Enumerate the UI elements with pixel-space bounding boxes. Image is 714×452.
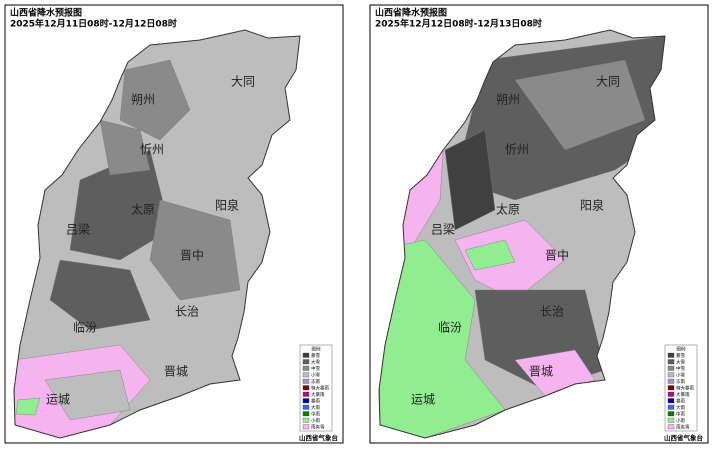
- city-label: 临汾: [438, 321, 462, 335]
- legend-swatch: [302, 372, 310, 378]
- legend-label: 大雨: [676, 404, 685, 411]
- footer: 山西省气象台: [299, 433, 339, 442]
- city-label: 吕梁: [66, 222, 90, 237]
- legend-swatch: [302, 365, 310, 371]
- legend-label: 大雪: [676, 359, 685, 366]
- city-label: 忻州: [140, 143, 164, 157]
- legend-label: 小雨: [311, 417, 320, 424]
- legend-label: 暴雨: [676, 399, 685, 405]
- legend-label: 中雪: [676, 365, 685, 372]
- legend-label: 暴雨: [311, 399, 320, 405]
- legend-label: 雨夹雪: [311, 424, 325, 431]
- legend-swatch: [302, 404, 310, 410]
- legend-swatch: [302, 352, 310, 358]
- legend-swatch: [667, 417, 675, 423]
- legend-label: 大雪: [311, 359, 320, 366]
- legend-label: 暴雪: [311, 353, 320, 359]
- precip-areas: [14, 59, 241, 438]
- legend-label: 中雪: [311, 365, 320, 372]
- legend-label: 暴雪: [676, 353, 685, 359]
- legend-label: 特大暴雨: [676, 385, 694, 392]
- legend-swatch: [302, 411, 310, 417]
- legend-label: 大雨: [311, 404, 320, 411]
- legend-swatch: [667, 359, 675, 365]
- legend-label: 小雨: [676, 417, 685, 424]
- city-label: 晋城: [529, 365, 553, 379]
- legend-swatch: [302, 359, 310, 365]
- city-label: 太原: [496, 202, 520, 217]
- city-label: 晋中: [545, 248, 569, 263]
- city-label: 大同: [231, 75, 255, 89]
- legend-label: 冻雨: [676, 378, 685, 385]
- map-title: 山西省降水预报图: [375, 7, 447, 19]
- map-panel: 山西省降水预报图2025年12月11日08时-12月12日08时大同朔州忻州太原…: [4, 4, 344, 444]
- city-label: 太原: [131, 202, 155, 217]
- legend-title: 图例: [677, 346, 686, 353]
- city-label: 阳泉: [215, 199, 239, 213]
- legend-label: 冻雨: [311, 378, 320, 385]
- legend-swatch: [667, 372, 675, 378]
- legend-swatch: [667, 352, 675, 358]
- legend-swatch: [302, 385, 310, 391]
- legend-label: 小雪: [311, 372, 320, 379]
- legend-swatch: [667, 385, 675, 391]
- city-label: 长治: [540, 305, 564, 319]
- legend-swatch: [302, 424, 310, 430]
- precip-area: [15, 397, 41, 416]
- province-border: [378, 29, 666, 439]
- legend-swatch: [667, 365, 675, 371]
- city-label: 临汾: [73, 321, 97, 335]
- precip-area: [444, 129, 496, 231]
- city-label: 晋城: [164, 365, 188, 379]
- precip-area: [44, 369, 131, 421]
- legend-label: 小雪: [676, 372, 685, 379]
- legend-label: 中雨: [676, 411, 685, 418]
- legend-swatch: [667, 391, 675, 397]
- city-label: 晋中: [180, 248, 204, 263]
- legend-swatch: [302, 391, 310, 397]
- precip-area: [464, 239, 516, 271]
- map-panel: 山西省降水预报图2025年12月12日08时-12月13日08时大同朔州忻州太原…: [369, 4, 709, 444]
- map-title: 山西省降水预报图: [10, 7, 82, 19]
- city-label: 朔州: [131, 92, 155, 107]
- map-subtitle: 2025年12月11日08时-12月12日08时: [10, 18, 177, 30]
- city-label: 忻州: [505, 143, 529, 157]
- city-label: 运城: [46, 393, 70, 407]
- legend-swatch: [667, 404, 675, 410]
- legend-swatch: [302, 398, 310, 404]
- legend-swatch: [667, 411, 675, 417]
- city-label: 吕梁: [431, 222, 455, 237]
- legend-label: 雨夹雪: [676, 424, 690, 431]
- precip-area: [119, 59, 191, 141]
- legend-label: 中雨: [311, 411, 320, 418]
- legend-swatch: [667, 378, 675, 384]
- map-subtitle: 2025年12月12日08时-12月13日08时: [375, 18, 542, 30]
- province-border: [13, 29, 301, 439]
- legend-label: 特大暴雨: [311, 385, 329, 392]
- city-label: 朔州: [496, 92, 520, 107]
- precip-area: [149, 199, 241, 301]
- city-label: 大同: [596, 75, 620, 89]
- precip-area: [49, 259, 151, 331]
- legend-label: 大暴雨: [676, 391, 690, 398]
- city-label: 长治: [175, 305, 199, 319]
- legend-swatch: [302, 417, 310, 423]
- legend-title: 图例: [312, 346, 321, 353]
- legend-swatch: [667, 424, 675, 430]
- city-label: 运城: [411, 393, 435, 407]
- legend-label: 大暴雨: [311, 391, 325, 398]
- legend-swatch: [302, 378, 310, 384]
- legend-swatch: [667, 398, 675, 404]
- city-label: 阳泉: [580, 199, 604, 213]
- precip-area: [514, 59, 646, 151]
- precip-area: [99, 119, 151, 176]
- footer: 山西省气象台: [664, 433, 704, 442]
